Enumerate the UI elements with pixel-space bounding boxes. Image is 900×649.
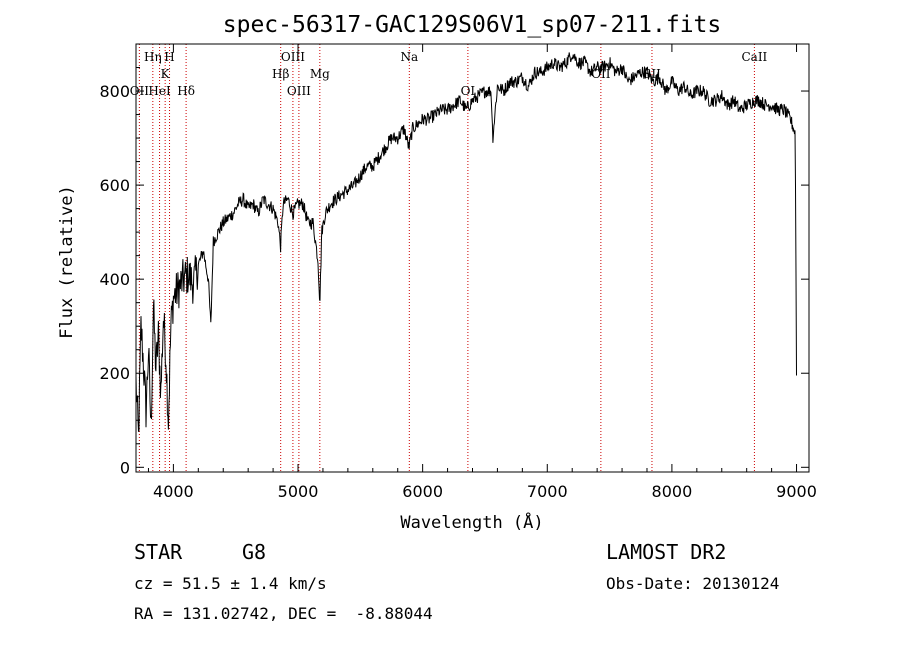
spectral-line-markers bbox=[138, 44, 755, 472]
y-tick-label-1: 200 bbox=[99, 364, 130, 383]
chart-title: spec-56317-GAC129S06V1_sp07-211.fits bbox=[223, 12, 722, 38]
line-label-3: K bbox=[161, 67, 171, 81]
survey-release: LAMOST DR2 bbox=[606, 540, 727, 564]
line-label-4: H bbox=[164, 50, 174, 64]
coordinates: RA = 131.02742, DEC = -8.88044 bbox=[134, 604, 433, 623]
y-tick-label-4: 800 bbox=[99, 82, 130, 101]
object-type: STAR bbox=[134, 540, 183, 564]
redshift-info: cz = 51.5 ± 1.4 km/s bbox=[134, 574, 327, 593]
y-tick-label-3: 600 bbox=[99, 176, 130, 195]
x-tick-label-4: 8000 bbox=[652, 482, 693, 501]
line-label-1: Hη bbox=[144, 50, 162, 64]
line-label-11: OI bbox=[461, 84, 476, 98]
line-label-10: Na bbox=[400, 50, 418, 64]
line-label-5: Hδ bbox=[177, 84, 195, 98]
spectrum-line bbox=[135, 52, 797, 432]
plot-frame bbox=[135, 43, 810, 473]
observation-date: Obs-Date: 20130124 bbox=[606, 574, 780, 593]
y-tick-label-2: 400 bbox=[99, 270, 130, 289]
y-tick-label-0: 0 bbox=[120, 458, 130, 477]
x-tick-label-1: 5000 bbox=[278, 482, 319, 501]
line-label-14: CaII bbox=[741, 50, 767, 64]
y-axis-label: Flux (relative) bbox=[57, 185, 77, 339]
x-axis-ticks: 4000 5000 6000 7000 8000 9000 bbox=[147, 44, 817, 501]
x-tick-label-2: 6000 bbox=[402, 482, 443, 501]
line-label-6: Hβ bbox=[272, 67, 289, 81]
line-label-2: HeI bbox=[148, 84, 171, 98]
x-tick-label-0: 4000 bbox=[153, 482, 194, 501]
line-label-8: OIII bbox=[287, 84, 311, 98]
line-label-7: OIII bbox=[281, 50, 305, 64]
x-tick-label-5: 9000 bbox=[776, 482, 817, 501]
x-axis-label: Wavelength (Å) bbox=[400, 511, 543, 533]
spectral-subclass: G8 bbox=[242, 540, 267, 564]
y-axis-ticks: 0 200 400 600 800 bbox=[99, 67, 809, 477]
x-tick-label-3: 7000 bbox=[527, 482, 568, 501]
line-label-9: Mg bbox=[310, 67, 330, 81]
